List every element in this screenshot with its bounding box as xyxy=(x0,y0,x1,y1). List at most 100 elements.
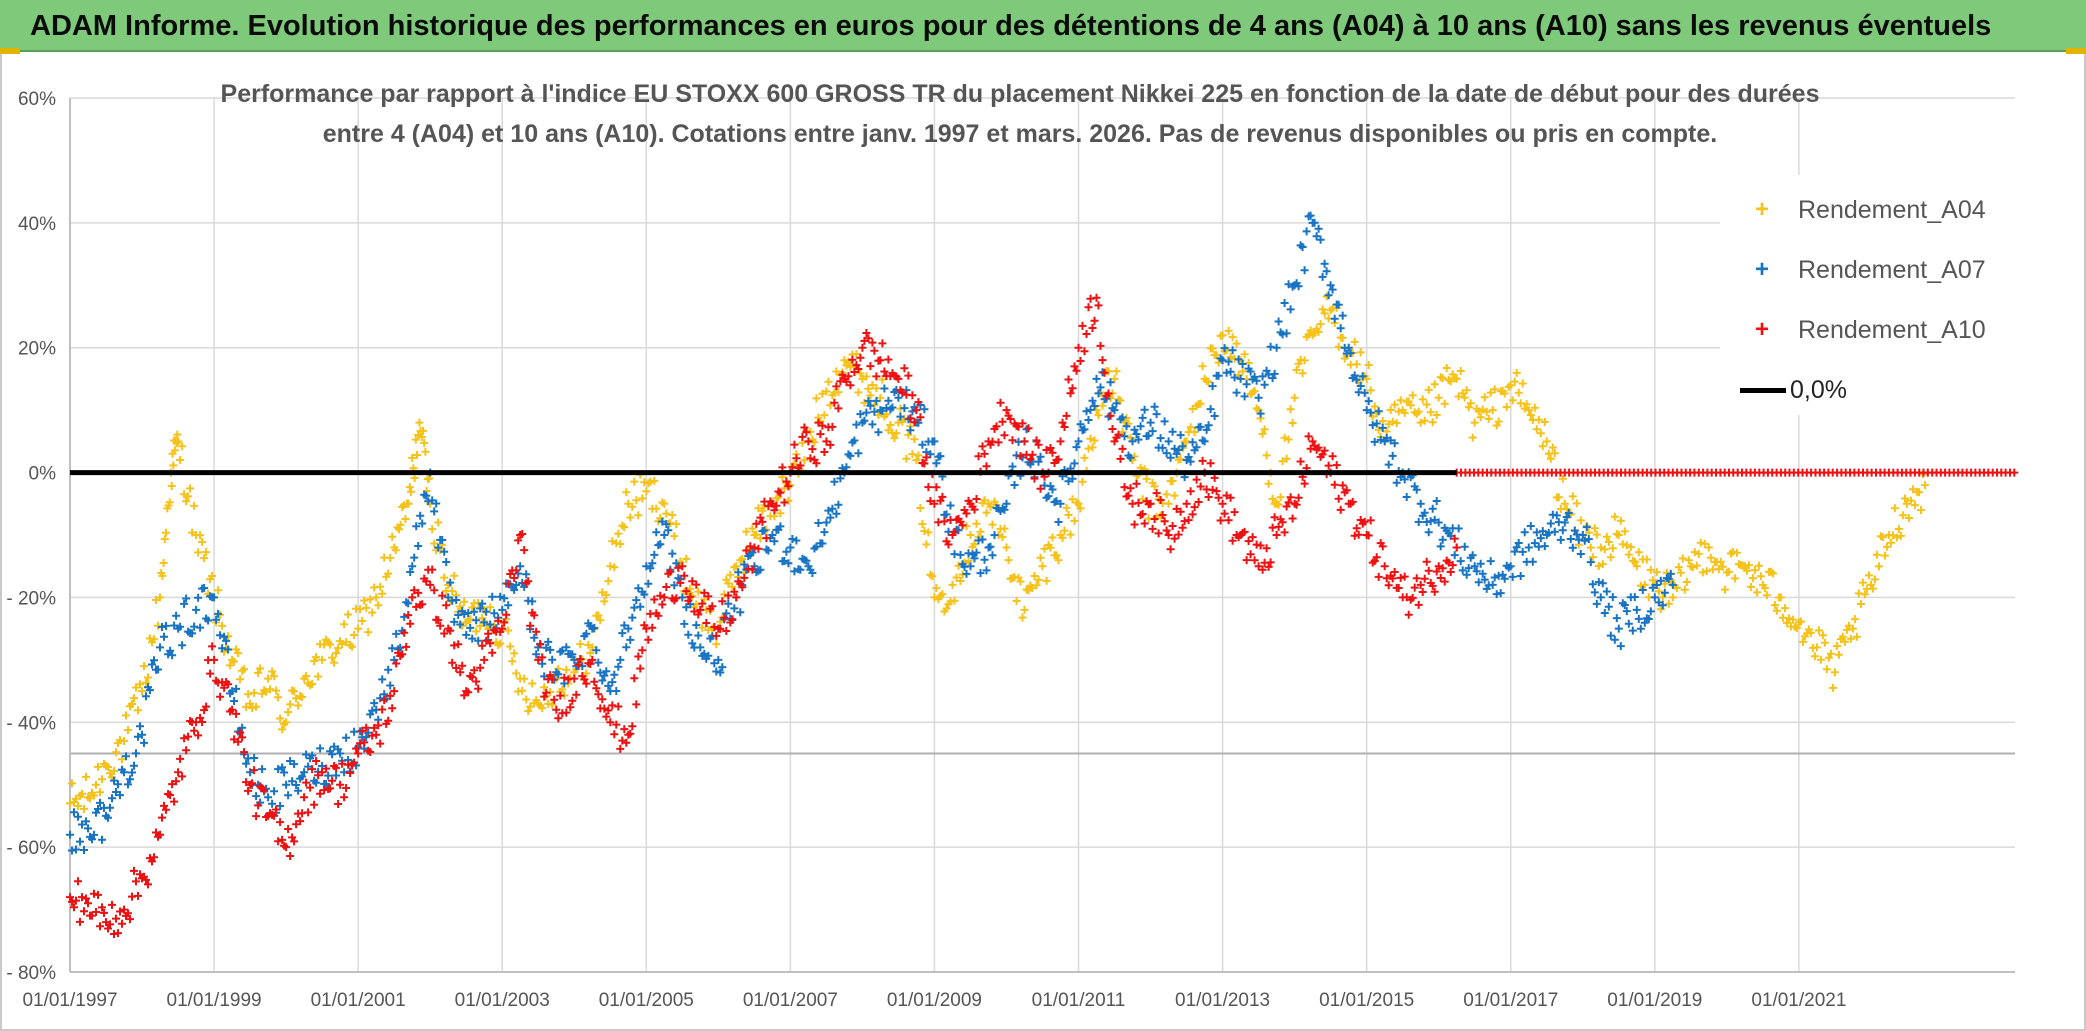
data-point xyxy=(486,603,495,612)
data-point xyxy=(1640,618,1649,627)
data-point xyxy=(1632,562,1641,571)
data-point xyxy=(920,459,929,468)
data-point xyxy=(1526,411,1535,419)
data-point xyxy=(1392,419,1401,428)
data-point xyxy=(70,903,78,912)
data-point xyxy=(272,686,281,695)
data-point xyxy=(386,691,395,700)
data-point xyxy=(854,388,863,397)
data-point xyxy=(708,602,717,611)
data-point xyxy=(1458,566,1467,575)
data-point xyxy=(250,688,259,697)
legend-item-a07: + Rendement_A07 xyxy=(1740,250,1986,290)
data-point xyxy=(264,793,273,802)
data-point xyxy=(520,674,529,683)
data-point xyxy=(284,708,293,717)
data-point xyxy=(1540,418,1549,426)
data-point xyxy=(322,764,331,773)
data-point xyxy=(1538,442,1547,451)
data-point xyxy=(1080,453,1089,462)
data-point xyxy=(764,546,773,555)
data-point xyxy=(874,428,883,437)
data-point xyxy=(912,406,921,415)
data-point xyxy=(1304,330,1313,339)
data-point xyxy=(1302,227,1311,236)
data-point xyxy=(928,437,937,446)
data-point xyxy=(1844,621,1853,630)
data-point xyxy=(308,680,317,688)
data-point xyxy=(360,738,369,747)
data-point xyxy=(564,675,573,684)
x-tick-label: 01/01/2015 xyxy=(1319,990,1414,1011)
data-point xyxy=(488,592,497,601)
data-point xyxy=(1462,570,1471,579)
data-point xyxy=(820,528,829,537)
data-point xyxy=(1416,580,1425,589)
data-point xyxy=(404,611,413,620)
data-point xyxy=(1088,324,1097,332)
data-point xyxy=(419,426,427,435)
data-point xyxy=(856,410,865,419)
data-point xyxy=(858,343,867,352)
data-point xyxy=(334,644,343,653)
data-point xyxy=(200,584,209,592)
data-point xyxy=(190,501,199,510)
data-point xyxy=(754,544,763,553)
data-point xyxy=(1324,461,1333,470)
data-point xyxy=(776,488,785,497)
data-point xyxy=(496,592,505,601)
data-point xyxy=(1676,568,1685,577)
data-point xyxy=(554,670,563,679)
data-point xyxy=(1448,561,1457,570)
data-point xyxy=(908,391,917,400)
data-point xyxy=(1164,531,1173,539)
data-point xyxy=(124,726,132,734)
data-point xyxy=(568,650,577,659)
data-point xyxy=(252,702,261,711)
data-point xyxy=(1066,530,1075,539)
data-point xyxy=(1158,443,1167,452)
data-point xyxy=(720,590,729,599)
data-point xyxy=(466,615,475,624)
legend-marker-a04: + xyxy=(1754,196,1769,223)
data-point xyxy=(670,581,679,590)
data-point xyxy=(1130,425,1139,434)
data-point xyxy=(1550,449,1559,458)
data-point xyxy=(1286,405,1295,414)
data-point xyxy=(1166,453,1175,462)
data-point xyxy=(1568,543,1577,552)
data-point xyxy=(326,784,335,793)
data-point xyxy=(312,653,321,662)
data-point xyxy=(802,428,811,437)
data-point xyxy=(1286,305,1295,314)
data-point xyxy=(346,769,355,777)
data-point xyxy=(90,791,98,800)
data-point xyxy=(502,610,511,619)
data-point xyxy=(476,663,485,672)
data-point xyxy=(924,528,933,537)
data-point xyxy=(522,570,531,579)
data-point xyxy=(718,663,727,672)
data-point xyxy=(1624,619,1633,628)
data-point xyxy=(612,687,621,695)
data-point xyxy=(1340,343,1349,352)
data-point xyxy=(614,662,623,671)
data-point xyxy=(236,675,245,684)
data-point xyxy=(1620,601,1629,609)
data-point xyxy=(964,496,973,505)
data-point xyxy=(1600,609,1609,617)
data-point xyxy=(1048,485,1057,494)
data-point xyxy=(410,553,419,562)
data-point xyxy=(96,798,104,807)
data-point xyxy=(1420,416,1429,425)
data-point xyxy=(405,483,414,492)
data-point xyxy=(1674,563,1683,572)
data-point xyxy=(1626,543,1635,552)
data-point xyxy=(530,611,539,620)
data-point xyxy=(1430,515,1439,524)
data-point xyxy=(616,744,625,753)
data-point xyxy=(1592,530,1601,539)
data-point xyxy=(284,791,293,800)
data-point xyxy=(1810,652,1819,661)
data-point xyxy=(1668,580,1677,589)
